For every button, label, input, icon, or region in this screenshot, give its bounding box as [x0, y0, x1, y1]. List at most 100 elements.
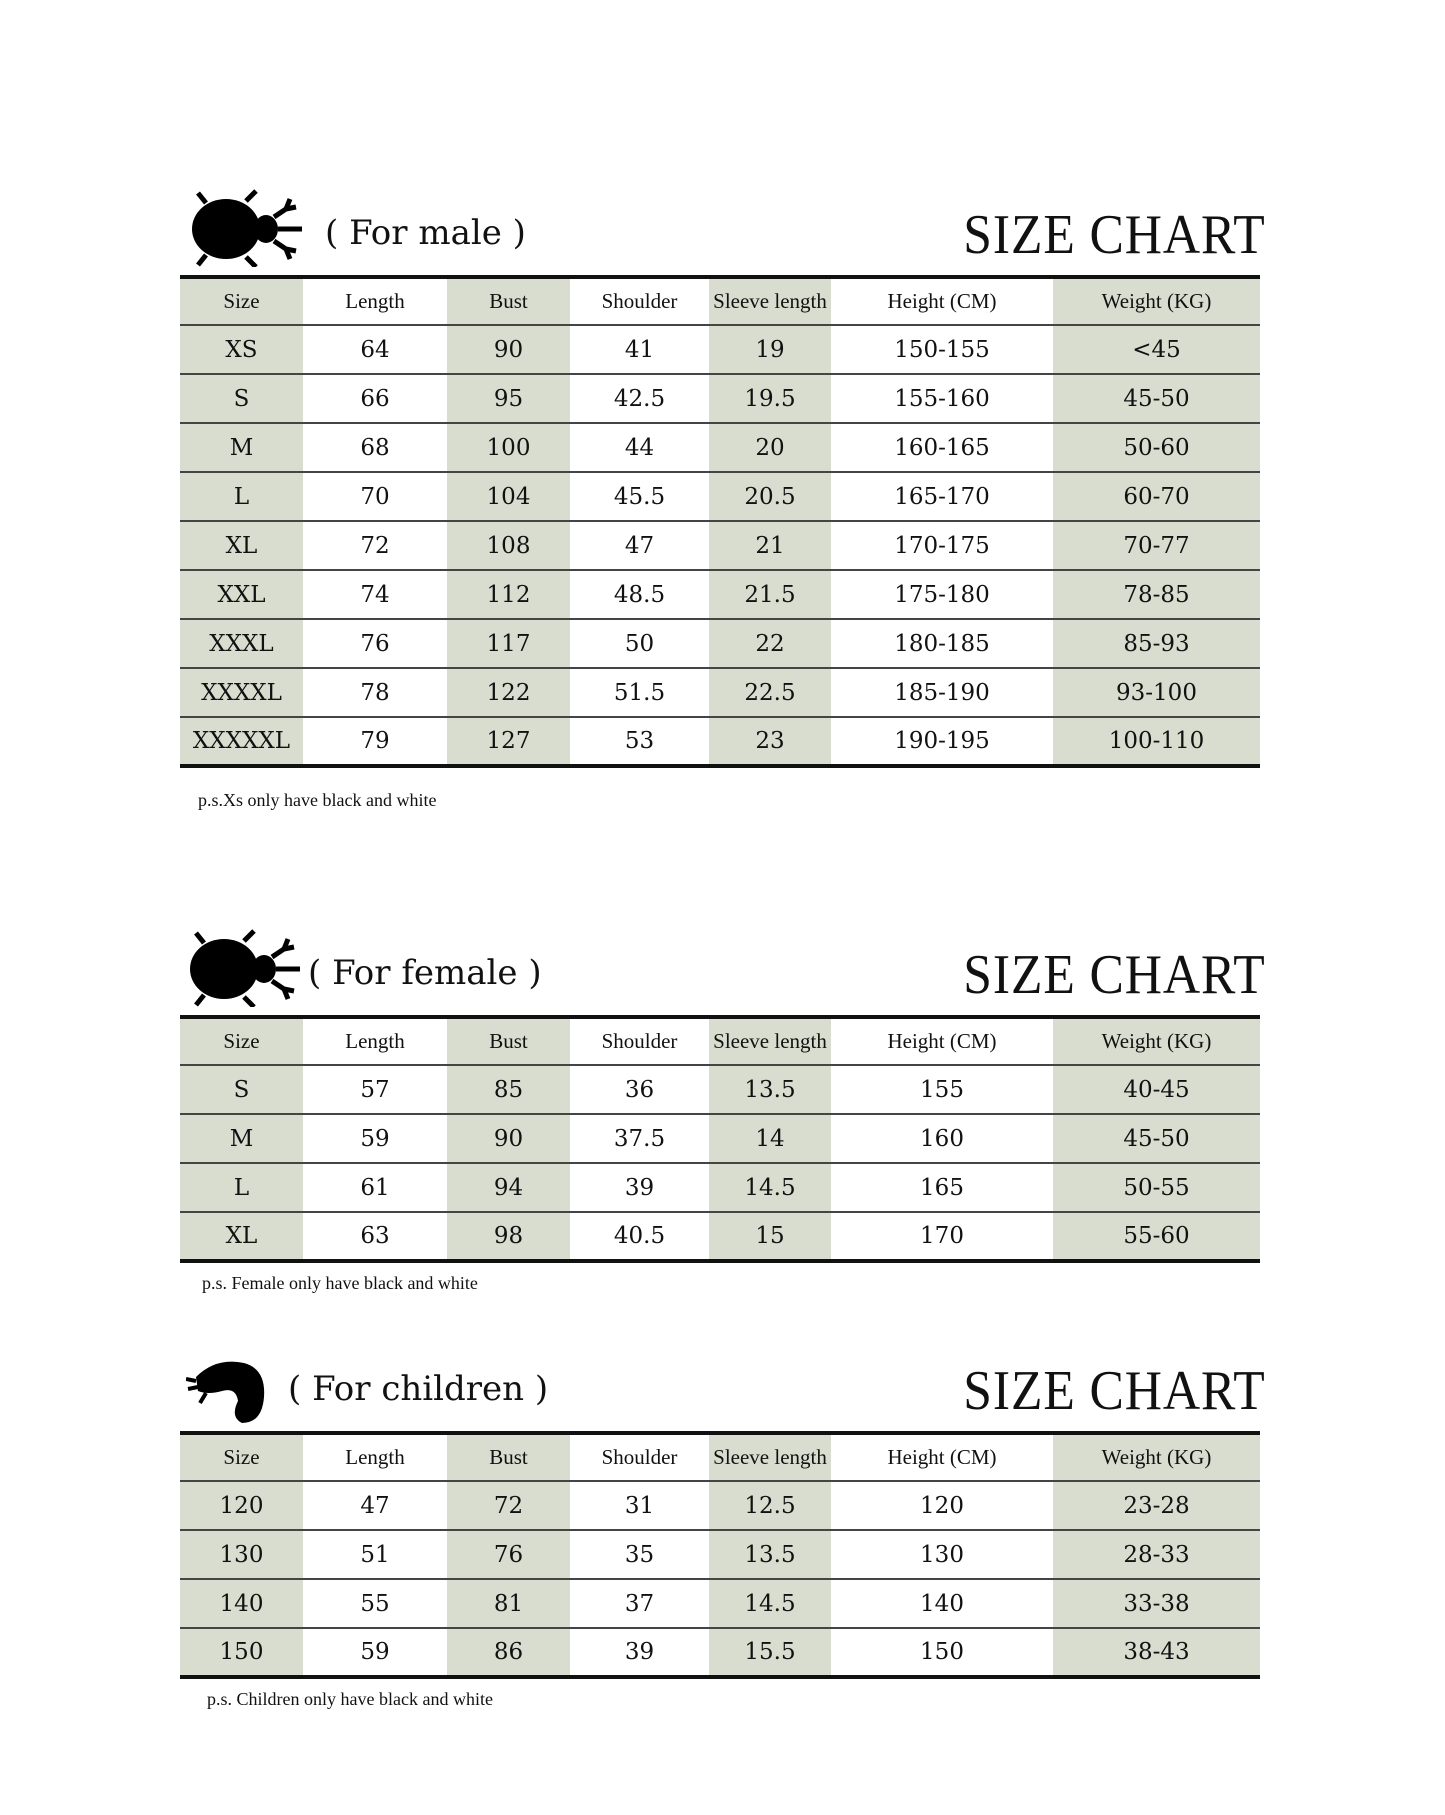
table-cell: 40-45 — [1053, 1064, 1260, 1114]
table-cell: 120 — [831, 1480, 1053, 1530]
table-cell: 47 — [303, 1480, 447, 1530]
table-cell: 37 — [570, 1578, 709, 1628]
column-header: Bust — [447, 1017, 570, 1065]
table-cell: 108 — [447, 520, 570, 570]
table-cell: 117 — [447, 618, 570, 668]
table-cell: 51 — [303, 1529, 447, 1579]
table-cell: 42.5 — [570, 373, 709, 423]
table-cell: 38-43 — [1053, 1627, 1260, 1677]
table-row: 140 55 81 37 14.5 140 33-38 — [180, 1578, 1260, 1628]
table-cell: 55-60 — [1053, 1211, 1260, 1261]
table-cell: 68 — [303, 422, 447, 472]
table-row: 120 47 72 31 12.5 120 23-28 — [180, 1480, 1260, 1530]
table-cell: 76 — [447, 1529, 570, 1579]
table-cell: 190-195 — [831, 716, 1053, 766]
table-cell: 85-93 — [1053, 618, 1260, 668]
table-header-row: Size Length Bust Shoulder Sleeve length Heigh… — [180, 277, 1260, 325]
table-cell: 86 — [447, 1627, 570, 1677]
size-chart-title: SIZE CHART — [963, 944, 1266, 1006]
table-cell: 74 — [303, 569, 447, 619]
table-header-row: Size Length Bust Shoulder Sleeve length Heigh… — [180, 1433, 1260, 1481]
table-row: XS 64 90 41 19 150-155 <45 — [180, 324, 1260, 374]
table-row: S 57 85 36 13.5 155 40-45 — [180, 1064, 1260, 1114]
table-cell: 14.5 — [709, 1162, 831, 1212]
table-cell: 21.5 — [709, 569, 831, 619]
table-cell: 31 — [570, 1480, 709, 1530]
section-subtitle: ( For male ) — [325, 213, 526, 253]
beetle-icon — [184, 927, 304, 1011]
section-note: p.s. Children only have black and white — [207, 1689, 493, 1709]
larva-icon — [185, 1357, 270, 1431]
column-header: Shoulder — [601, 289, 678, 313]
table-cell: 165-170 — [831, 471, 1053, 521]
table-cell: 66 — [303, 373, 447, 423]
table-cell: 180-185 — [831, 618, 1053, 668]
column-header: Height (CM) — [887, 1029, 997, 1053]
table-cell: 28-33 — [1053, 1529, 1260, 1579]
table-cell: 35 — [570, 1529, 709, 1579]
table-cell: 70 — [303, 471, 447, 521]
table-cell: XS — [180, 324, 303, 374]
table-cell: 100-110 — [1053, 716, 1260, 766]
table-header-row: Size Length Bust Shoulder Sleeve length Heigh… — [180, 1017, 1260, 1065]
table-cell: 79 — [303, 716, 447, 766]
table-cell: 155-160 — [831, 373, 1053, 423]
column-header: Sleeve length — [709, 1017, 831, 1065]
table-cell: 14 — [709, 1113, 831, 1163]
section-note: p.s. Female only have black and white — [202, 1273, 478, 1293]
table-cell: 50-60 — [1053, 422, 1260, 472]
column-header: Length — [345, 289, 405, 313]
table-row: M 59 90 37.5 14 160 45-50 — [180, 1113, 1260, 1163]
table-row: 150 59 86 39 15.5 150 38-43 — [180, 1627, 1260, 1677]
table-row: L 70 104 45.5 20.5 165-170 60-70 — [180, 471, 1260, 521]
table-cell: M — [180, 1113, 303, 1163]
table-row: L 61 94 39 14.5 165 50-55 — [180, 1162, 1260, 1212]
table-cell: 59 — [303, 1627, 447, 1677]
column-header: Length — [345, 1445, 405, 1469]
size-chart-title: SIZE CHART — [963, 1360, 1266, 1422]
table-row: XL 72 108 47 21 170-175 70-77 — [180, 520, 1260, 570]
table-cell: 160 — [831, 1113, 1053, 1163]
table-row: XXL 74 112 48.5 21.5 175-180 78-85 — [180, 569, 1260, 619]
table-cell: 53 — [570, 716, 709, 766]
table-row: XXXL 76 117 50 22 180-185 85-93 — [180, 618, 1260, 668]
table-cell: XL — [180, 520, 303, 570]
table-cell: 19.5 — [709, 373, 831, 423]
table-cell: 70-77 — [1053, 520, 1260, 570]
table-cell: 165 — [831, 1162, 1053, 1212]
table-cell: 150-155 — [831, 324, 1053, 374]
table-cell: 15 — [709, 1211, 831, 1261]
column-header: Weight (KG) — [1053, 277, 1260, 325]
table-cell: 155 — [831, 1064, 1053, 1114]
table-cell: 40.5 — [570, 1211, 709, 1261]
table-cell: 150 — [180, 1627, 303, 1677]
table-cell: 76 — [303, 618, 447, 668]
table-cell: 185-190 — [831, 667, 1053, 717]
table-cell: 90 — [447, 324, 570, 374]
column-header: Height (CM) — [887, 1445, 997, 1469]
table-cell: 33-38 — [1053, 1578, 1260, 1628]
table-cell: 160-165 — [831, 422, 1053, 472]
table-cell: 20.5 — [709, 471, 831, 521]
column-header: Shoulder — [601, 1029, 678, 1053]
table-row: 130 51 76 35 13.5 130 28-33 — [180, 1529, 1260, 1579]
table-cell: 50 — [570, 618, 709, 668]
table-cell: 72 — [447, 1480, 570, 1530]
size-table: Size Length Bust Shoulder Sleeve length Heigh… — [180, 1015, 1260, 1263]
table-cell: 170 — [831, 1211, 1053, 1261]
table-cell: 20 — [709, 422, 831, 472]
table-cell: 14.5 — [709, 1578, 831, 1628]
table-cell: 22 — [709, 618, 831, 668]
section-subtitle: ( For female ) — [308, 953, 542, 993]
table-row: S 66 95 42.5 19.5 155-160 45-50 — [180, 373, 1260, 423]
table-cell: 64 — [303, 324, 447, 374]
table-cell: XXXXL — [180, 667, 303, 717]
table-cell: 78 — [303, 667, 447, 717]
table-cell: 19 — [709, 324, 831, 374]
column-header: Bust — [447, 1433, 570, 1481]
table-cell: 130 — [831, 1529, 1053, 1579]
table-cell: 51.5 — [570, 667, 709, 717]
table-cell: 39 — [570, 1627, 709, 1677]
table-row: M 68 100 44 20 160-165 50-60 — [180, 422, 1260, 472]
table-row: XXXXXL 79 127 53 23 190-195 100-110 — [180, 716, 1260, 766]
